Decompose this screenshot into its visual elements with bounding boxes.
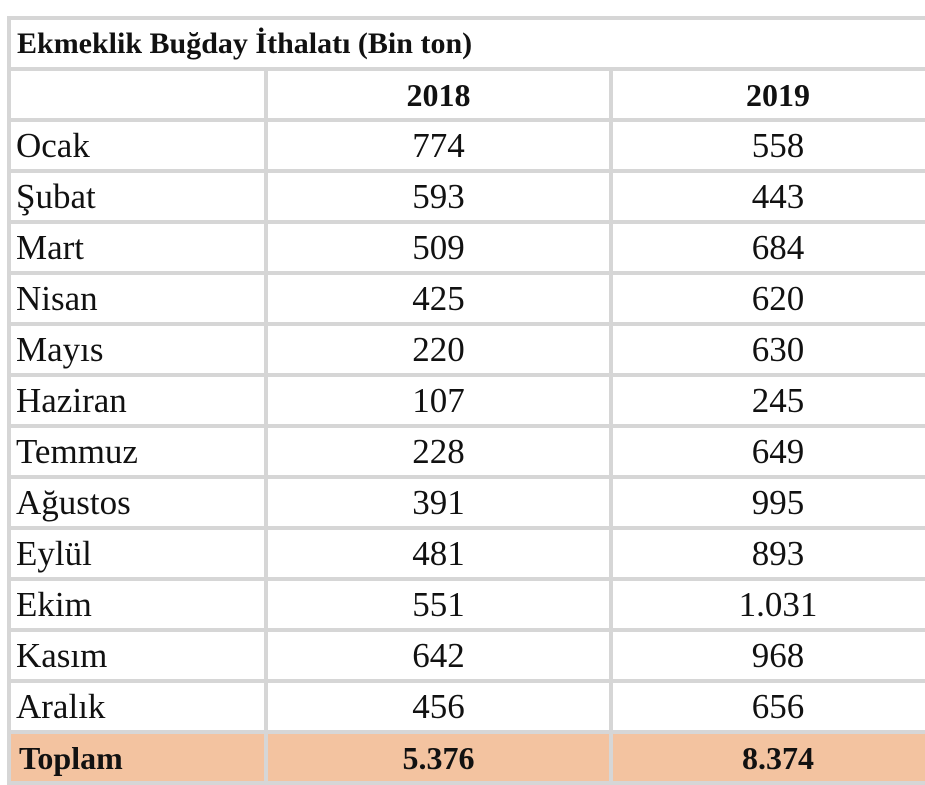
header-2018: 2018 (268, 71, 609, 118)
total-2019: 8.374 (613, 734, 925, 781)
row-month-eylul: Eylül (11, 530, 264, 577)
row-2019-kasim: 968 (613, 632, 925, 679)
header-2019: 2019 (613, 71, 925, 118)
row-2019-ocak: 558 (613, 122, 925, 169)
row-2019-eylul: 893 (613, 530, 925, 577)
header-empty-cell (11, 71, 264, 118)
row-month-mayis: Mayıs (11, 326, 264, 373)
row-month-ekim: Ekim (11, 581, 264, 628)
row-2018-mart: 509 (268, 224, 609, 271)
row-2019-agustos: 995 (613, 479, 925, 526)
row-month-nisan: Nisan (11, 275, 264, 322)
row-2018-subat: 593 (268, 173, 609, 220)
row-2019-haziran: 245 (613, 377, 925, 424)
row-month-temmuz: Temmuz (11, 428, 264, 475)
total-label: Toplam (11, 734, 264, 781)
row-month-subat: Şubat (11, 173, 264, 220)
row-2018-nisan: 425 (268, 275, 609, 322)
row-2018-eylul: 481 (268, 530, 609, 577)
row-2019-mayis: 630 (613, 326, 925, 373)
row-month-aralik: Aralık (11, 683, 264, 730)
row-2019-mart: 684 (613, 224, 925, 271)
row-month-haziran: Haziran (11, 377, 264, 424)
row-2019-ekim: 1.031 (613, 581, 925, 628)
row-month-agustos: Ağustos (11, 479, 264, 526)
row-2019-nisan: 620 (613, 275, 925, 322)
row-2018-kasim: 642 (268, 632, 609, 679)
table-grid: Ekmeklik Buğday İthalatı (Bin ton) 2018 … (7, 16, 925, 785)
row-2019-subat: 443 (613, 173, 925, 220)
row-2018-aralik: 456 (268, 683, 609, 730)
table-title: Ekmeklik Buğday İthalatı (Bin ton) (11, 20, 925, 67)
row-2018-ocak: 774 (268, 122, 609, 169)
row-month-mart: Mart (11, 224, 264, 271)
row-2019-aralik: 656 (613, 683, 925, 730)
import-table: Ekmeklik Buğday İthalatı (Bin ton) 2018 … (7, 16, 925, 785)
row-2018-temmuz: 228 (268, 428, 609, 475)
row-month-ocak: Ocak (11, 122, 264, 169)
total-2018: 5.376 (268, 734, 609, 781)
row-2018-agustos: 391 (268, 479, 609, 526)
row-2018-haziran: 107 (268, 377, 609, 424)
row-2018-mayis: 220 (268, 326, 609, 373)
row-month-kasim: Kasım (11, 632, 264, 679)
row-2019-temmuz: 649 (613, 428, 925, 475)
row-2018-ekim: 551 (268, 581, 609, 628)
